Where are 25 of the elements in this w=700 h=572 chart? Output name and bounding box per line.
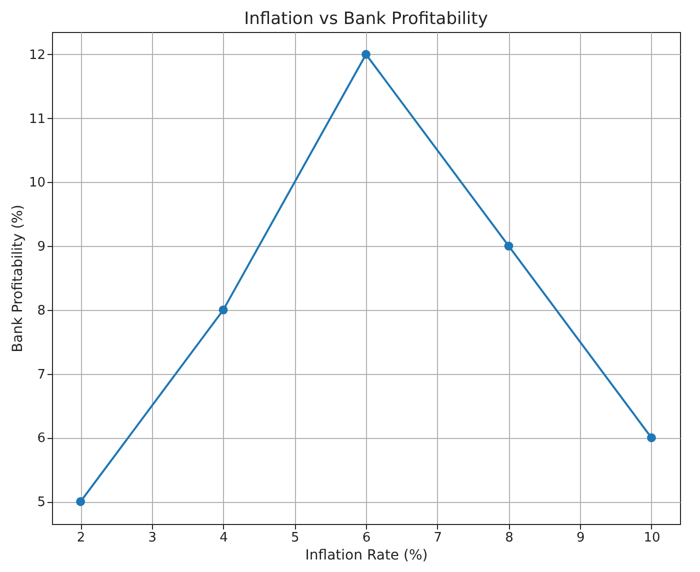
y-axis-title: Bank Profitability (%) bbox=[10, 204, 26, 352]
y-tick-label: 5 bbox=[37, 495, 46, 510]
x-tick-label: 6 bbox=[362, 530, 371, 546]
y-tick-label: 11 bbox=[28, 112, 46, 127]
point bbox=[362, 50, 370, 59]
y-tick-label: 7 bbox=[37, 367, 46, 382]
x-tick-label: 10 bbox=[644, 530, 660, 546]
x-tick-label: 4 bbox=[220, 530, 228, 546]
x-tick-label: 5 bbox=[290, 530, 300, 546]
x-tick-label: 9 bbox=[576, 530, 585, 546]
y-tick-label: 6 bbox=[37, 431, 46, 446]
point bbox=[504, 242, 514, 251]
point bbox=[646, 433, 656, 442]
x-tick-label: 2 bbox=[76, 530, 86, 546]
y-tick-label: 8 bbox=[37, 303, 46, 318]
point bbox=[76, 497, 86, 506]
y-tick-label: 9 bbox=[37, 240, 46, 255]
point bbox=[218, 305, 228, 314]
x-axis-title: Inflation Rate (%) bbox=[305, 548, 428, 564]
x-tick-label: 3 bbox=[148, 530, 157, 546]
y-tick-label: 10 bbox=[28, 176, 46, 191]
x-tick-label: 7 bbox=[434, 530, 442, 546]
x-tick-label: 8 bbox=[505, 530, 514, 546]
y-tick-label: 12 bbox=[28, 48, 46, 63]
chart-title: Inflation vs Bank Profitability bbox=[244, 9, 488, 29]
